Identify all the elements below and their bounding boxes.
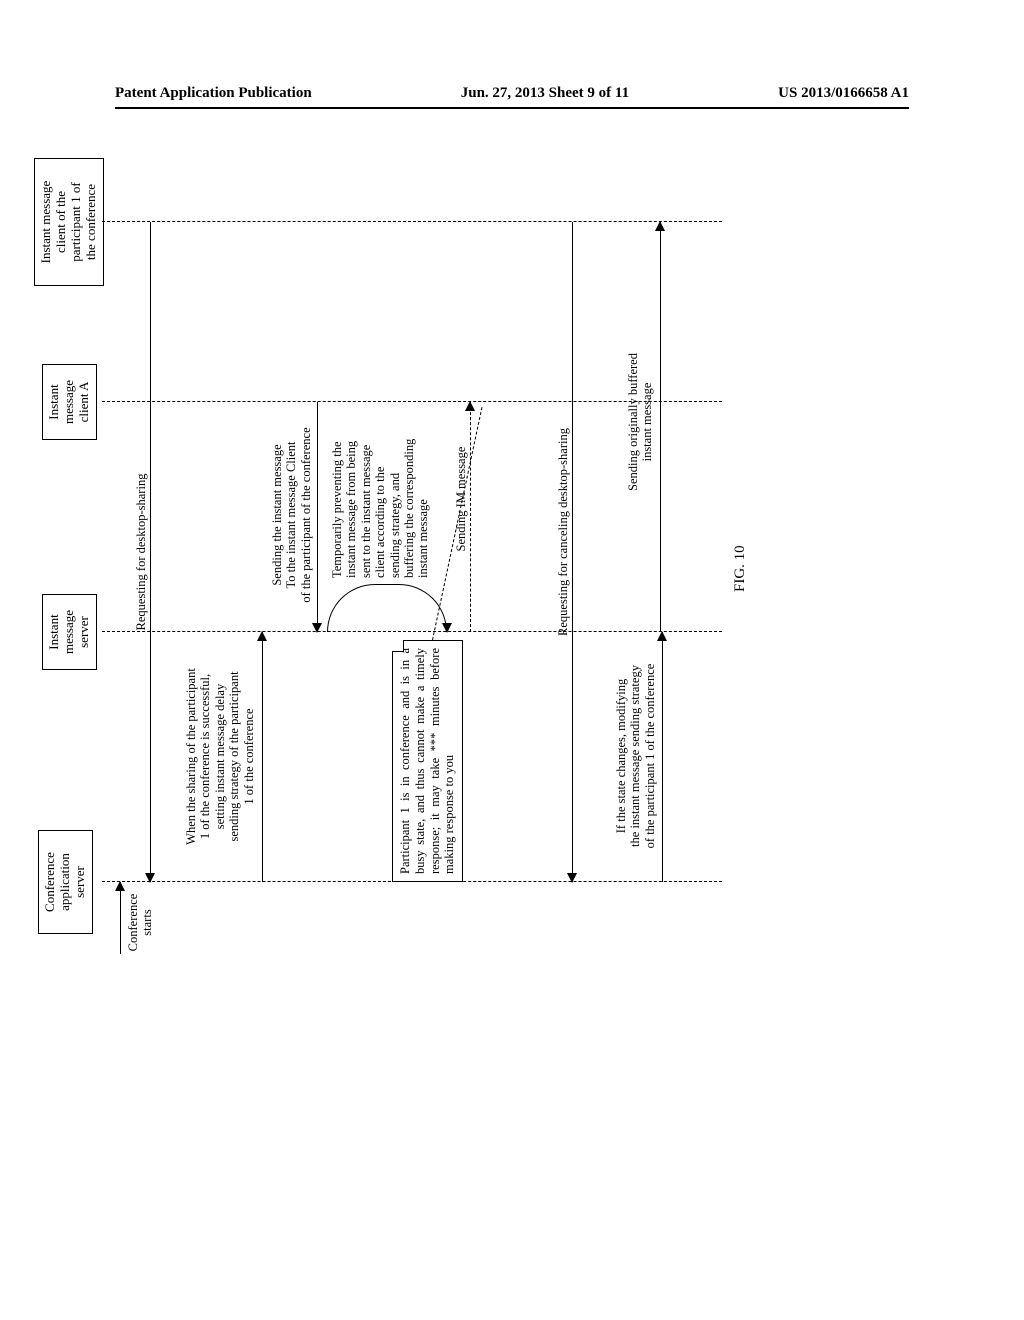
actor-participant1-label: Instant message client of the participan… <box>38 181 98 264</box>
actor-participant1: Instant message client of the participan… <box>34 158 104 286</box>
actor-conf-server-label: Conference application server <box>42 852 87 912</box>
note-busy: Participant 1 is in conference and is in… <box>392 640 463 882</box>
header-left: Patent Application Publication <box>115 85 312 102</box>
note-busy-text: Participant 1 is in conference and is in… <box>398 648 456 874</box>
actor-client-a: Instant message client A <box>42 364 97 440</box>
label-set-strategy: When the sharing of the participant 1 of… <box>184 639 256 874</box>
actor-im-server: Instant message server <box>42 594 97 670</box>
self-arc-im <box>327 584 447 632</box>
label-conf-starts: Conference starts <box>126 875 155 970</box>
figure-caption: FIG. 10 <box>732 545 749 592</box>
lifeline-p1 <box>102 221 722 222</box>
header-rule <box>115 107 909 109</box>
label-state-change: If the state changes, modifying the inst… <box>614 636 657 876</box>
page-header: Patent Application Publication Jun. 27, … <box>115 85 909 102</box>
label-temp-prevent: Temporarily preventing the instant messa… <box>330 380 431 578</box>
label-send-im-to-p1: Sending the instant message To the insta… <box>270 406 313 624</box>
label-req-share: Requesting for desktop-sharing <box>134 422 148 682</box>
sequence-diagram: Conference application server Instant me… <box>102 298 922 962</box>
actor-im-server-label: Instant message server <box>46 610 91 654</box>
actor-client-a-label: Instant message client A <box>46 380 91 424</box>
actor-conf-server: Conference application server <box>38 830 93 934</box>
label-req-cancel: Requesting for canceling desktop-sharing <box>556 392 570 672</box>
label-send-buffered: Sending originally buffered instant mess… <box>626 312 655 532</box>
note-corner-icon <box>392 640 404 652</box>
header-right: US 2013/0166658 A1 <box>778 85 909 102</box>
header-center: Jun. 27, 2013 Sheet 9 of 11 <box>461 85 629 102</box>
